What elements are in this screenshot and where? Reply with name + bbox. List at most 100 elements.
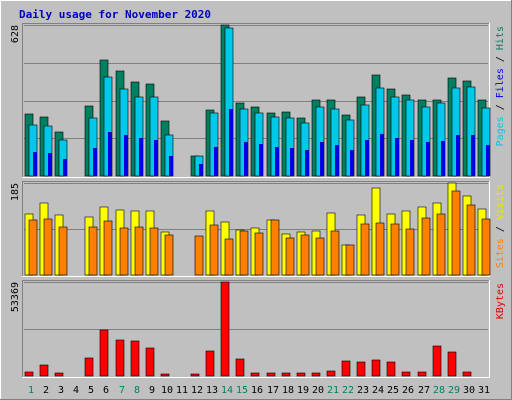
bar-pages-day-28 <box>441 141 445 176</box>
x-axis-day-labels: 1 2 3 4 5 6 7 8 9 10 11 12 13 14 15 16 17 18 19 20 21 22 23 24 2… <box>28 385 490 396</box>
bar-kbytes-day-27 <box>417 371 427 377</box>
bar-sites-day-24 <box>375 222 385 276</box>
bar-sites-day-20 <box>315 237 325 276</box>
x-tick-label: 22 <box>342 385 354 396</box>
bar-kbytes-day-15 <box>235 358 245 377</box>
x-tick-label: 30 <box>463 385 475 396</box>
bar-sites-day-17 <box>270 219 280 276</box>
x-tick-label: 4 <box>73 385 79 396</box>
bar-pages-day-22 <box>350 150 354 176</box>
chart-panels: 628 Pages / Files / Hits 185 Sites / Visits… <box>10 23 506 378</box>
x-tick-label: 20 <box>312 385 324 396</box>
series-pages <box>33 109 490 176</box>
bar-pages-day-6 <box>108 132 112 176</box>
bar-pages-day-27 <box>426 142 430 176</box>
x-tick-label: 29 <box>448 385 460 396</box>
x-tick-label: 26 <box>402 385 414 396</box>
bar-pages-day-15 <box>244 142 248 176</box>
legend-part: / <box>495 50 506 68</box>
x-tick-label: 3 <box>58 385 64 396</box>
x-tick-label: 17 <box>267 385 279 396</box>
y-axis-legend: KBytes <box>495 283 506 319</box>
x-tick-label: 8 <box>134 385 140 396</box>
bar-sites-day-12 <box>194 235 204 276</box>
bar-sites-day-31 <box>481 218 491 276</box>
bar-pages-day-14 <box>229 109 233 176</box>
bar-sites-day-19 <box>300 234 310 276</box>
bar-sites-day-28 <box>436 213 446 276</box>
bar-kbytes-day-7 <box>115 339 125 377</box>
x-tick-label: 10 <box>161 385 173 396</box>
bar-kbytes-day-12 <box>190 373 200 377</box>
bar-pages-day-8 <box>139 138 143 176</box>
bar-pages-day-7 <box>124 135 128 176</box>
legend-part: Sites <box>495 238 506 268</box>
bar-sites-day-29 <box>451 190 461 276</box>
bar-pages-day-12 <box>199 164 203 176</box>
bar-kbytes-day-25 <box>386 361 396 377</box>
y-max-label: 53369 <box>10 282 21 312</box>
bar-pages-day-16 <box>259 144 263 176</box>
bar-pages-day-3 <box>63 159 67 176</box>
bar-sites-day-8 <box>134 226 144 276</box>
kbytes-panel: 53369 KBytes <box>10 280 506 378</box>
legend-part: Hits <box>495 26 506 50</box>
x-tick-label: 2 <box>43 385 49 396</box>
bar-kbytes-day-14 <box>220 281 230 377</box>
bar-kbytes-day-22 <box>341 360 351 377</box>
x-tick-label: 7 <box>119 385 125 396</box>
bar-sites-day-13 <box>209 224 219 276</box>
x-tick-label: 19 <box>297 385 309 396</box>
bar-sites-day-16 <box>254 232 264 276</box>
x-tick-label: 5 <box>88 385 94 396</box>
legend-part: / <box>495 220 506 238</box>
series-sites <box>28 190 491 276</box>
bar-pages-day-24 <box>380 134 384 176</box>
visits-sites-panel: 185 Sites / Visits <box>10 181 506 277</box>
bar-kbytes-day-9 <box>145 347 155 377</box>
bar-sites-day-10 <box>164 234 174 276</box>
bar-sites-day-25 <box>390 223 400 276</box>
bar-kbytes-day-8 <box>130 340 140 377</box>
bar-kbytes-day-28 <box>432 345 442 377</box>
bar-kbytes-day-29 <box>447 351 457 377</box>
bar-kbytes-day-20 <box>311 372 321 377</box>
bar-pages-day-29 <box>456 135 460 176</box>
y-axis-legend: Sites / Visits <box>495 184 506 268</box>
bar-sites-day-2 <box>43 218 53 276</box>
hits-files-pages-panel: 628 Pages / Files / Hits <box>10 23 506 178</box>
x-tick-label: 16 <box>251 385 263 396</box>
bar-sites-day-14 <box>224 238 234 276</box>
bar-sites-day-30 <box>466 204 476 276</box>
bar-kbytes-day-19 <box>296 372 306 377</box>
bar-kbytes-day-18 <box>281 372 291 377</box>
bar-sites-day-3 <box>58 226 68 276</box>
legend-part: / <box>495 98 506 116</box>
bar-kbytes-day-6 <box>99 329 109 377</box>
bar-sites-day-1 <box>28 219 38 276</box>
bar-kbytes-day-1 <box>24 371 34 377</box>
bar-pages-day-9 <box>154 140 158 176</box>
x-tick-label: 18 <box>282 385 294 396</box>
bar-kbytes-day-23 <box>356 361 366 377</box>
bar-pages-day-19 <box>305 150 309 176</box>
bar-kbytes-day-24 <box>371 359 381 377</box>
bar-kbytes-day-13 <box>205 350 215 377</box>
bar-sites-day-21 <box>330 230 340 276</box>
bar-sites-day-6 <box>103 220 113 276</box>
y-max-label: 628 <box>10 25 21 43</box>
bar-kbytes-day-17 <box>266 372 276 377</box>
x-tick-label: 23 <box>357 385 369 396</box>
legend-part: Visits <box>495 184 506 220</box>
bar-pages-day-1 <box>33 152 37 176</box>
x-tick-label: 24 <box>372 385 384 396</box>
bar-sites-day-22 <box>345 244 355 276</box>
x-tick-label: 11 <box>176 385 188 396</box>
legend-part: KBytes <box>495 283 506 319</box>
bar-kbytes-day-5 <box>84 357 94 377</box>
bar-pages-day-23 <box>365 140 369 176</box>
bar-pages-day-2 <box>48 153 52 176</box>
bar-sites-day-5 <box>88 226 98 276</box>
bar-sites-day-26 <box>405 228 415 276</box>
